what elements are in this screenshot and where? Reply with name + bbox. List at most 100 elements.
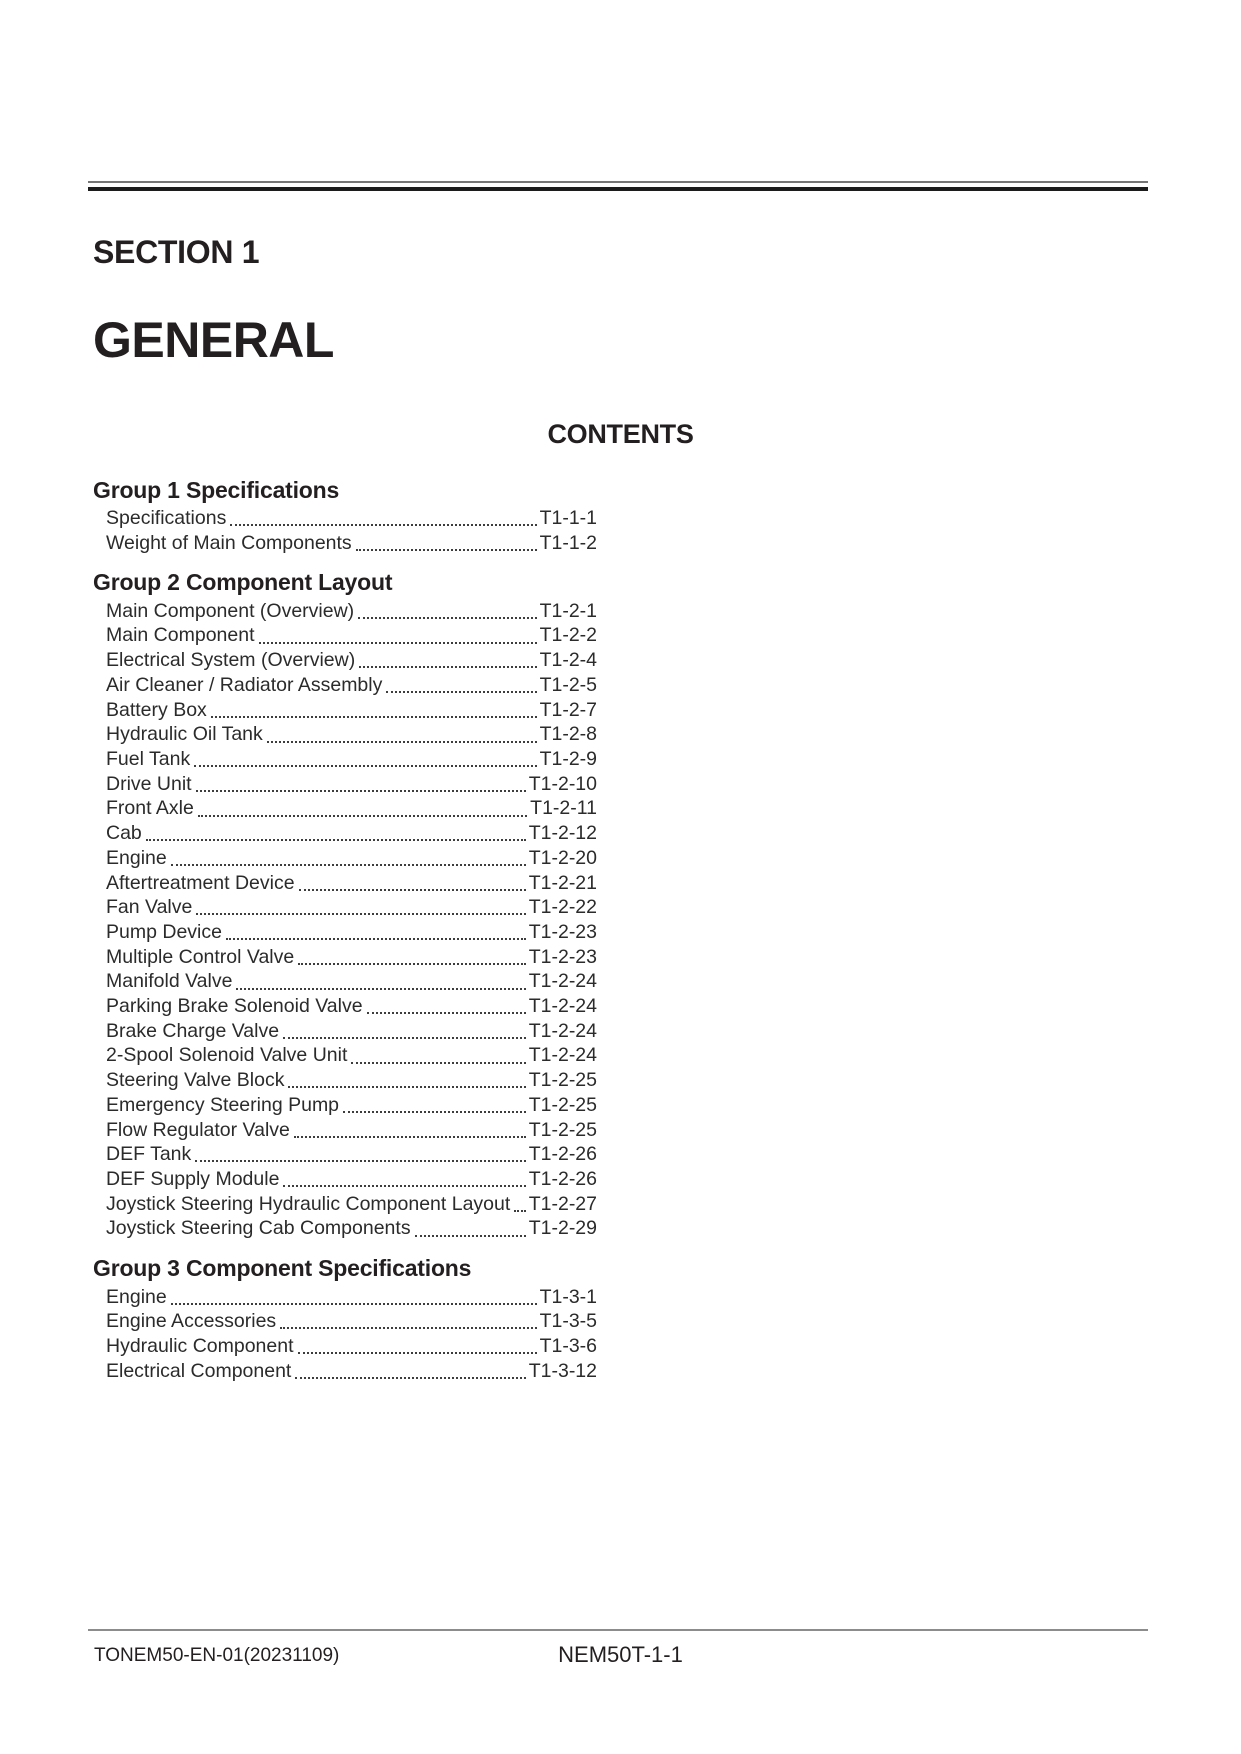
toc-item-page: T1-2-25 [528,1093,597,1116]
toc-item-title: Emergency Steering Pump [106,1093,340,1116]
toc-item-page: T1-3-1 [539,1285,597,1308]
toc-group-heading: Group 3 Component Specifications [93,1255,472,1282]
toc-group: Group 3 Component Specifications Engine … [93,1255,597,1383]
toc-entry: Engine T1-2-20 [106,846,597,871]
toc-entry: Drive Unit T1-2-10 [106,772,597,797]
toc-dot-leader [195,789,526,792]
toc-item-title: Air Cleaner / Radiator Assembly [106,673,383,696]
toc-item-page: T1-2-7 [539,698,597,721]
footer-rule [88,1629,1148,1631]
toc-item-page: T1-2-26 [528,1143,597,1166]
toc-item-title: Multiple Control Valve [106,945,295,968]
toc-item-title: Manifold Valve [106,970,233,993]
toc-entry: Air Cleaner / Radiator Assembly T1-2-5 [106,673,597,698]
toc-dot-leader [170,864,526,867]
toc-entry: Hydraulic Component T1-3-6 [106,1334,597,1359]
toc-dot-leader [414,1234,526,1237]
toc-entry: Steering Valve Block T1-2-25 [106,1068,597,1093]
toc-item-page: T1-1-2 [539,531,597,554]
section-label: SECTION 1 [93,233,260,270]
toc-dot-leader [359,666,537,669]
toc-entry: Multiple Control Valve T1-2-23 [106,945,597,970]
toc-item-title: Pump Device [106,920,222,943]
toc-item-page: T1-2-23 [528,945,597,968]
toc-item-page: T1-2-24 [528,995,597,1018]
toc-dot-leader [258,641,537,644]
toc-item-page: T1-2-27 [528,1192,597,1215]
header-rule-thick [88,186,1148,191]
toc-item-page: T1-2-2 [539,624,597,647]
toc-entry: Weight of Main Components T1-1-2 [106,531,597,556]
toc-entry: Main Component T1-2-2 [106,623,597,648]
header-rule-thin [88,181,1148,183]
toc-entry: Electrical System (Overview) T1-2-4 [106,648,597,673]
toc-item-page: T1-2-8 [539,723,597,746]
toc-item-page: T1-2-20 [528,846,597,869]
page-title: GENERAL [93,311,334,368]
toc-item-title: 2-Spool Solenoid Valve Unit [106,1044,348,1067]
toc-dot-leader [145,839,526,842]
toc-group-heading: Group 1 Specifications [93,476,340,503]
toc-item-title: Hydraulic Component [106,1334,294,1357]
toc-item-title: Engine [106,846,167,869]
toc-item-page: T1-2-21 [528,871,597,894]
toc-item-title: Parking Brake Solenoid Valve [106,995,363,1018]
toc-entry: Battery Box T1-2-7 [106,698,597,723]
toc-item-title: Drive Unit [106,772,192,795]
toc-dot-leader [194,765,537,768]
toc-item-page: T1-2-11 [530,797,597,820]
toc-item-title: Main Component (Overview) [106,599,355,622]
toc-entry: Pump Device T1-2-23 [106,920,597,945]
toc-item-title: Specifications [106,506,227,529]
toc-item-title: Engine [106,1285,167,1308]
toc-entry: DEF Tank T1-2-26 [106,1142,597,1167]
toc-entry: Fan Valve T1-2-22 [106,895,597,920]
toc-entry: Flow Regulator Valve T1-2-25 [106,1118,597,1143]
toc-item-title: Joystick Steering Cab Components [106,1217,411,1240]
toc-item-title: DEF Tank [106,1143,192,1166]
toc-entry: Joystick Steering Hydraulic Component La… [106,1192,597,1217]
toc-entry: Hydraulic Oil Tank T1-2-8 [106,722,597,747]
toc-entry: Specifications T1-1-1 [106,506,597,531]
toc-dot-leader [170,1302,537,1305]
toc-dot-leader [386,691,537,694]
toc-dot-leader [280,1327,537,1330]
toc-item-title: Electrical System (Overview) [106,649,356,672]
toc-entry: Fuel Tank T1-2-9 [106,747,597,772]
table-of-contents: Group 1 Specifications Specifications T1… [93,477,597,1384]
toc-item-title: Front Axle [106,797,194,820]
toc-item-page: T1-2-4 [539,649,597,672]
toc-entry: Front Axle T1-2-11 [106,796,597,821]
toc-dot-leader [197,814,528,817]
toc-item-page: T1-3-6 [539,1334,597,1357]
toc-entry: Engine Accessories T1-3-5 [106,1309,597,1334]
toc-entry: Electrical Component T1-3-12 [106,1359,597,1384]
toc-dot-leader [298,888,526,891]
toc-group-heading: Group 2 Component Layout [93,569,393,596]
page-content: SECTION 1 GENERAL CONTENTS Group 1 Speci… [0,181,1241,1383]
toc-item-page: T1-2-29 [528,1217,597,1240]
toc-entry: Main Component (Overview) T1-2-1 [106,599,597,624]
footer-page-code: NEM50T-1-1 [558,1642,683,1667]
toc-entry: 2-Spool Solenoid Valve Unit T1-2-24 [106,1043,597,1068]
toc-entry: Engine T1-3-1 [106,1285,597,1310]
toc-item-page: T1-2-23 [528,920,597,943]
toc-item-page: T1-1-1 [539,506,597,529]
toc-dot-leader [210,715,537,718]
toc-item-page: T1-3-12 [528,1359,597,1382]
toc-entry: Brake Charge Valve T1-2-24 [106,1019,597,1044]
toc-dot-leader [196,913,526,916]
toc-dot-leader [358,616,537,619]
toc-entry: Parking Brake Solenoid Valve T1-2-24 [106,994,597,1019]
footer-document-code: TONEM50-EN-01(20231109) [94,1645,340,1666]
toc-dot-leader [297,1352,537,1355]
toc-item-title: Electrical Component [106,1359,292,1382]
toc-dot-leader [230,524,537,527]
toc-dot-leader [295,1376,526,1379]
toc-item-title: Steering Valve Block [106,1069,285,1092]
toc-entry: Cab T1-2-12 [106,821,597,846]
toc-group: Group 1 Specifications Specifications T1… [93,477,597,556]
toc-dot-leader [366,1012,526,1015]
toc-dot-leader [514,1209,526,1212]
